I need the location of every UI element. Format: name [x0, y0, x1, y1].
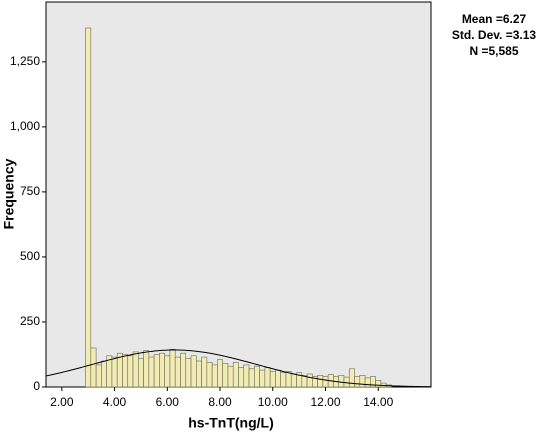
x-tick-label: 2.00	[50, 395, 74, 409]
bar	[127, 355, 134, 388]
y-tick-label: 1,250	[10, 54, 40, 68]
bar	[317, 374, 324, 388]
bar	[95, 364, 102, 388]
bar	[180, 352, 187, 388]
bar	[354, 376, 361, 388]
bar	[348, 368, 355, 388]
x-tick-label: 6.00	[156, 395, 180, 409]
x-tick-label: 4.00	[103, 395, 127, 409]
bar	[169, 348, 176, 388]
bar	[116, 352, 123, 388]
bar	[143, 350, 150, 388]
bar	[243, 364, 250, 388]
bar	[101, 360, 107, 388]
bar	[364, 377, 371, 388]
x-tick-label: 12.00	[311, 395, 341, 409]
bar	[153, 354, 160, 388]
bar	[375, 380, 382, 388]
bar	[343, 376, 350, 388]
y-tick-label: 250	[20, 314, 40, 328]
bar	[137, 358, 144, 388]
bar	[280, 372, 287, 388]
bar	[111, 356, 118, 388]
stat-label: Mean =6.27	[462, 12, 527, 26]
bar	[285, 371, 292, 388]
x-tick-label: 8.00	[208, 395, 232, 409]
x-tick-label: 10.00	[258, 395, 288, 409]
bar	[238, 367, 245, 388]
y-tick-label: 0	[33, 379, 40, 393]
plot-area	[45, 1, 432, 388]
bar	[227, 365, 234, 388]
x-axis-label: hs-TnT(ng/L)	[188, 415, 274, 431]
bar	[338, 374, 345, 388]
bar	[211, 364, 218, 388]
bar	[322, 376, 329, 388]
bar	[85, 27, 92, 388]
stat-label: N =5,585	[469, 44, 518, 58]
bar	[132, 351, 139, 388]
y-axis-label: Frequency	[1, 158, 17, 229]
y-tick-label: 750	[20, 184, 40, 198]
bar	[290, 373, 297, 388]
bar	[90, 347, 97, 388]
bar	[196, 360, 202, 388]
y-tick-label: 1,000	[10, 119, 40, 133]
bar	[254, 365, 260, 388]
normal-curve	[45, 349, 432, 388]
bar	[159, 352, 165, 388]
bar	[174, 356, 181, 388]
stat-label: Std. Dev. =3.13	[452, 28, 536, 42]
bar	[122, 354, 129, 388]
bar	[259, 369, 266, 388]
bar	[306, 373, 313, 388]
bar	[232, 361, 239, 388]
bar	[222, 363, 229, 388]
x-tick-label: 14.00	[363, 395, 393, 409]
y-tick-label: 500	[20, 249, 40, 263]
bar	[201, 356, 208, 388]
bar	[264, 367, 271, 388]
bar	[206, 361, 213, 388]
bar	[148, 356, 155, 388]
bar	[185, 358, 192, 388]
bar	[269, 371, 276, 388]
bar	[248, 368, 255, 388]
bar	[217, 359, 223, 388]
bar	[190, 355, 197, 388]
bar	[275, 369, 281, 388]
bar	[164, 355, 171, 388]
bar	[359, 374, 366, 388]
